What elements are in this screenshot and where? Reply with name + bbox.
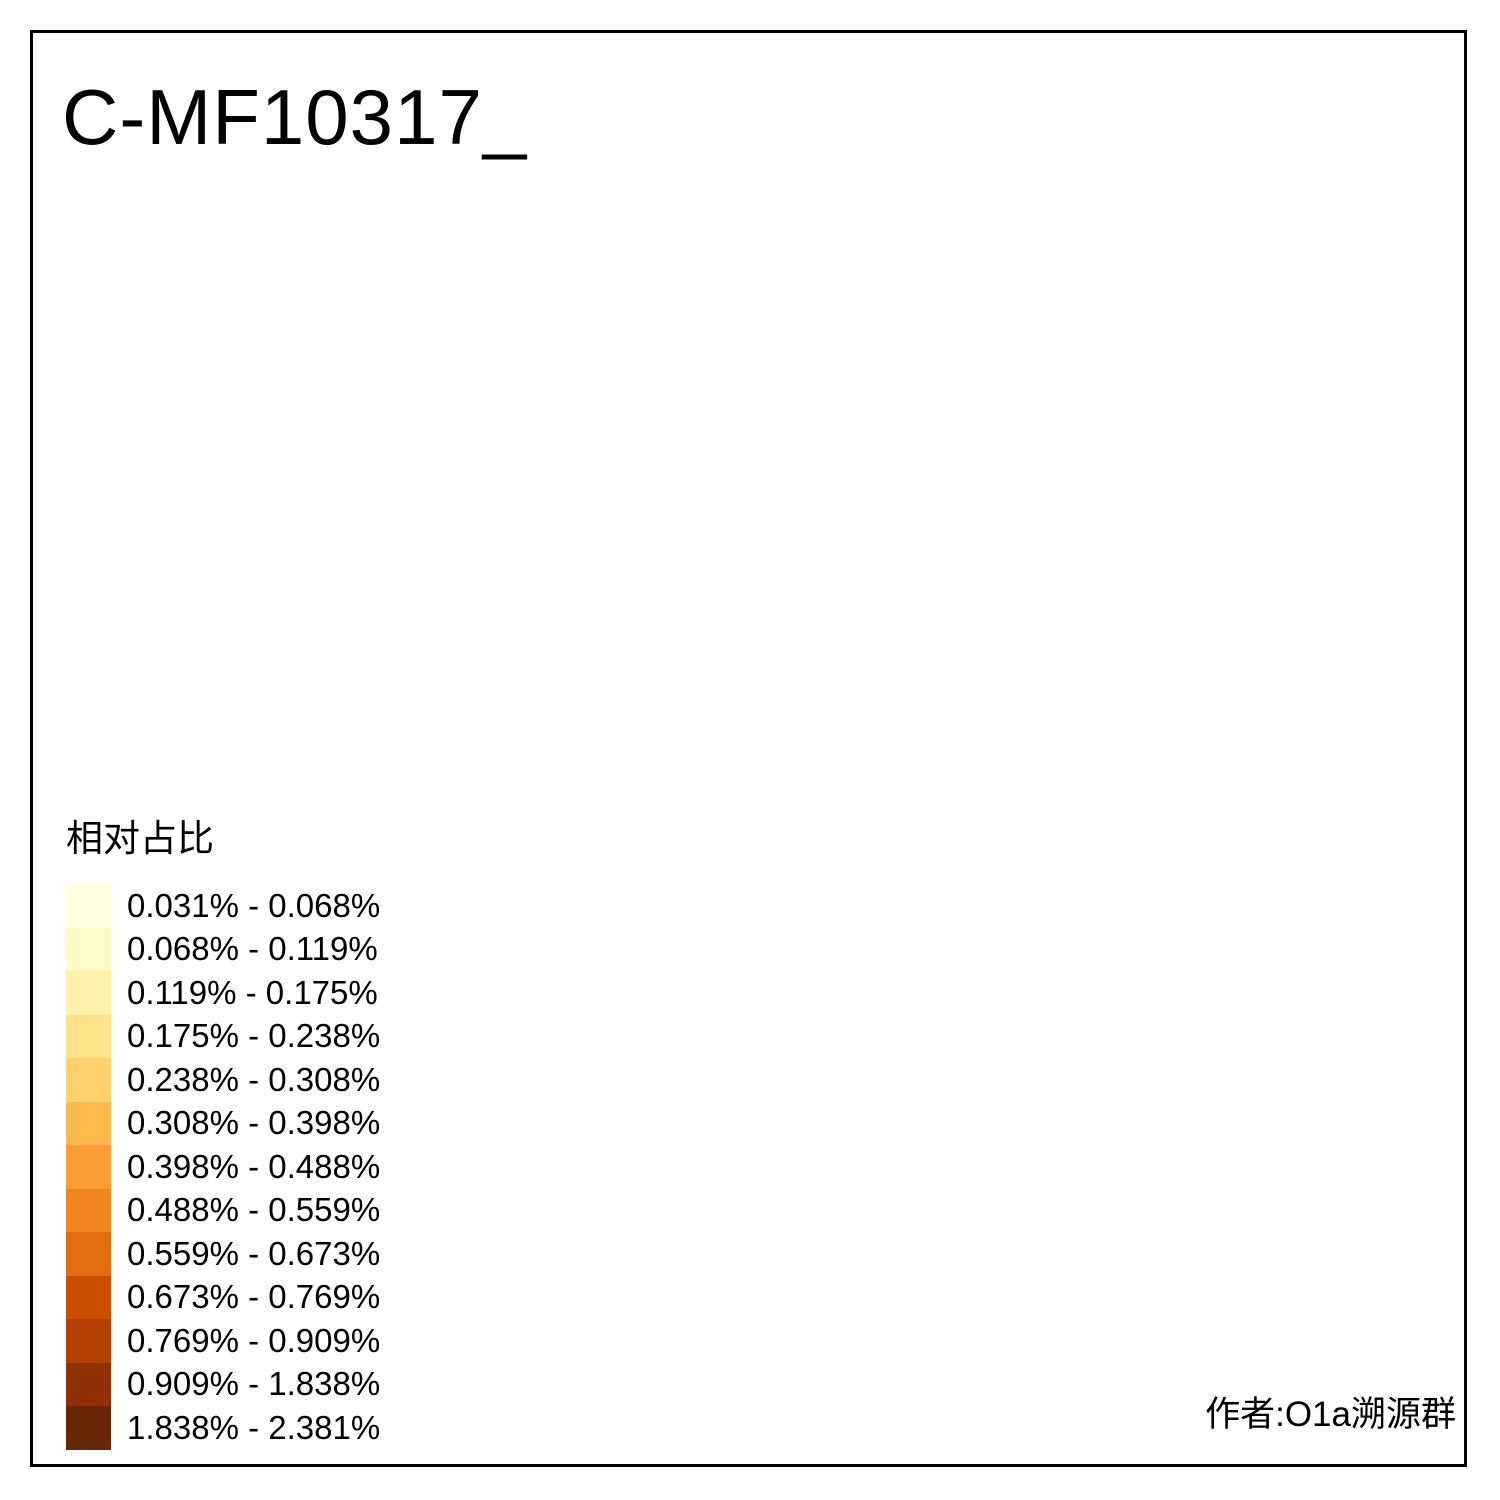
legend-swatch	[66, 1145, 111, 1189]
legend-swatch	[66, 1101, 111, 1145]
legend-swatch	[66, 1275, 111, 1319]
legend-swatch	[66, 1362, 111, 1406]
legend-row: 0.031% - 0.068%	[66, 884, 380, 928]
legend-swatch	[66, 927, 111, 971]
plot-frame	[30, 30, 1467, 1467]
legend-row: 0.068% - 0.119%	[66, 927, 380, 971]
legend-label: 0.673% - 0.769%	[127, 1278, 381, 1316]
legend: 相对占比 0.031% - 0.068% 0.068% - 0.119% 0.119…	[66, 808, 380, 1450]
legend-row: 0.559% - 0.673%	[66, 1232, 380, 1276]
legend-label: 0.909% - 1.838%	[127, 1365, 381, 1403]
legend-label: 0.068% - 0.119%	[127, 930, 378, 968]
legend-swatch	[66, 1058, 111, 1102]
legend-label: 0.308% - 0.398%	[127, 1104, 381, 1142]
legend-swatch	[66, 1188, 111, 1232]
legend-label: 1.838% - 2.381%	[127, 1408, 381, 1446]
legend-label: 0.398% - 0.488%	[127, 1147, 381, 1185]
legend-swatch	[66, 1232, 111, 1276]
legend-label: 0.769% - 0.909%	[127, 1321, 381, 1359]
legend-rows: 0.031% - 0.068% 0.068% - 0.119% 0.119% - 0…	[66, 884, 380, 1450]
legend-row: 0.909% - 1.838%	[66, 1362, 381, 1406]
attribution-text: 作者:O1a溯源群	[1205, 1395, 1456, 1434]
page-title: C-MF10317_	[62, 73, 528, 161]
legend-label: 0.119% - 0.175%	[127, 973, 378, 1011]
legend-row: 0.398% - 0.488%	[66, 1145, 380, 1189]
legend-row: 0.119% - 0.175%	[66, 971, 380, 1015]
legend-row: 0.175% - 0.238%	[66, 1014, 381, 1058]
legend-row: 0.238% - 0.308%	[66, 1058, 380, 1102]
legend-swatch	[66, 1319, 111, 1363]
legend-row: 0.308% - 0.398%	[66, 1101, 381, 1145]
legend-row: 0.488% - 0.559%	[66, 1188, 381, 1232]
legend-label: 0.031% - 0.068%	[127, 886, 381, 924]
legend-label: 0.175% - 0.238%	[127, 1017, 381, 1055]
legend-swatch	[66, 884, 111, 928]
legend-row: 0.769% - 0.909%	[66, 1319, 380, 1363]
legend-label: 0.488% - 0.559%	[127, 1191, 381, 1229]
legend-label: 0.238% - 0.308%	[127, 1060, 381, 1098]
legend-title: 相对占比	[66, 819, 214, 860]
legend-swatch	[66, 1406, 111, 1450]
legend-swatch	[66, 1014, 111, 1058]
legend-row: 1.838% - 2.381%	[66, 1406, 380, 1450]
legend-row: 0.673% - 0.769%	[66, 1275, 381, 1319]
legend-label: 0.559% - 0.673%	[127, 1234, 381, 1272]
legend-swatch	[66, 971, 111, 1015]
